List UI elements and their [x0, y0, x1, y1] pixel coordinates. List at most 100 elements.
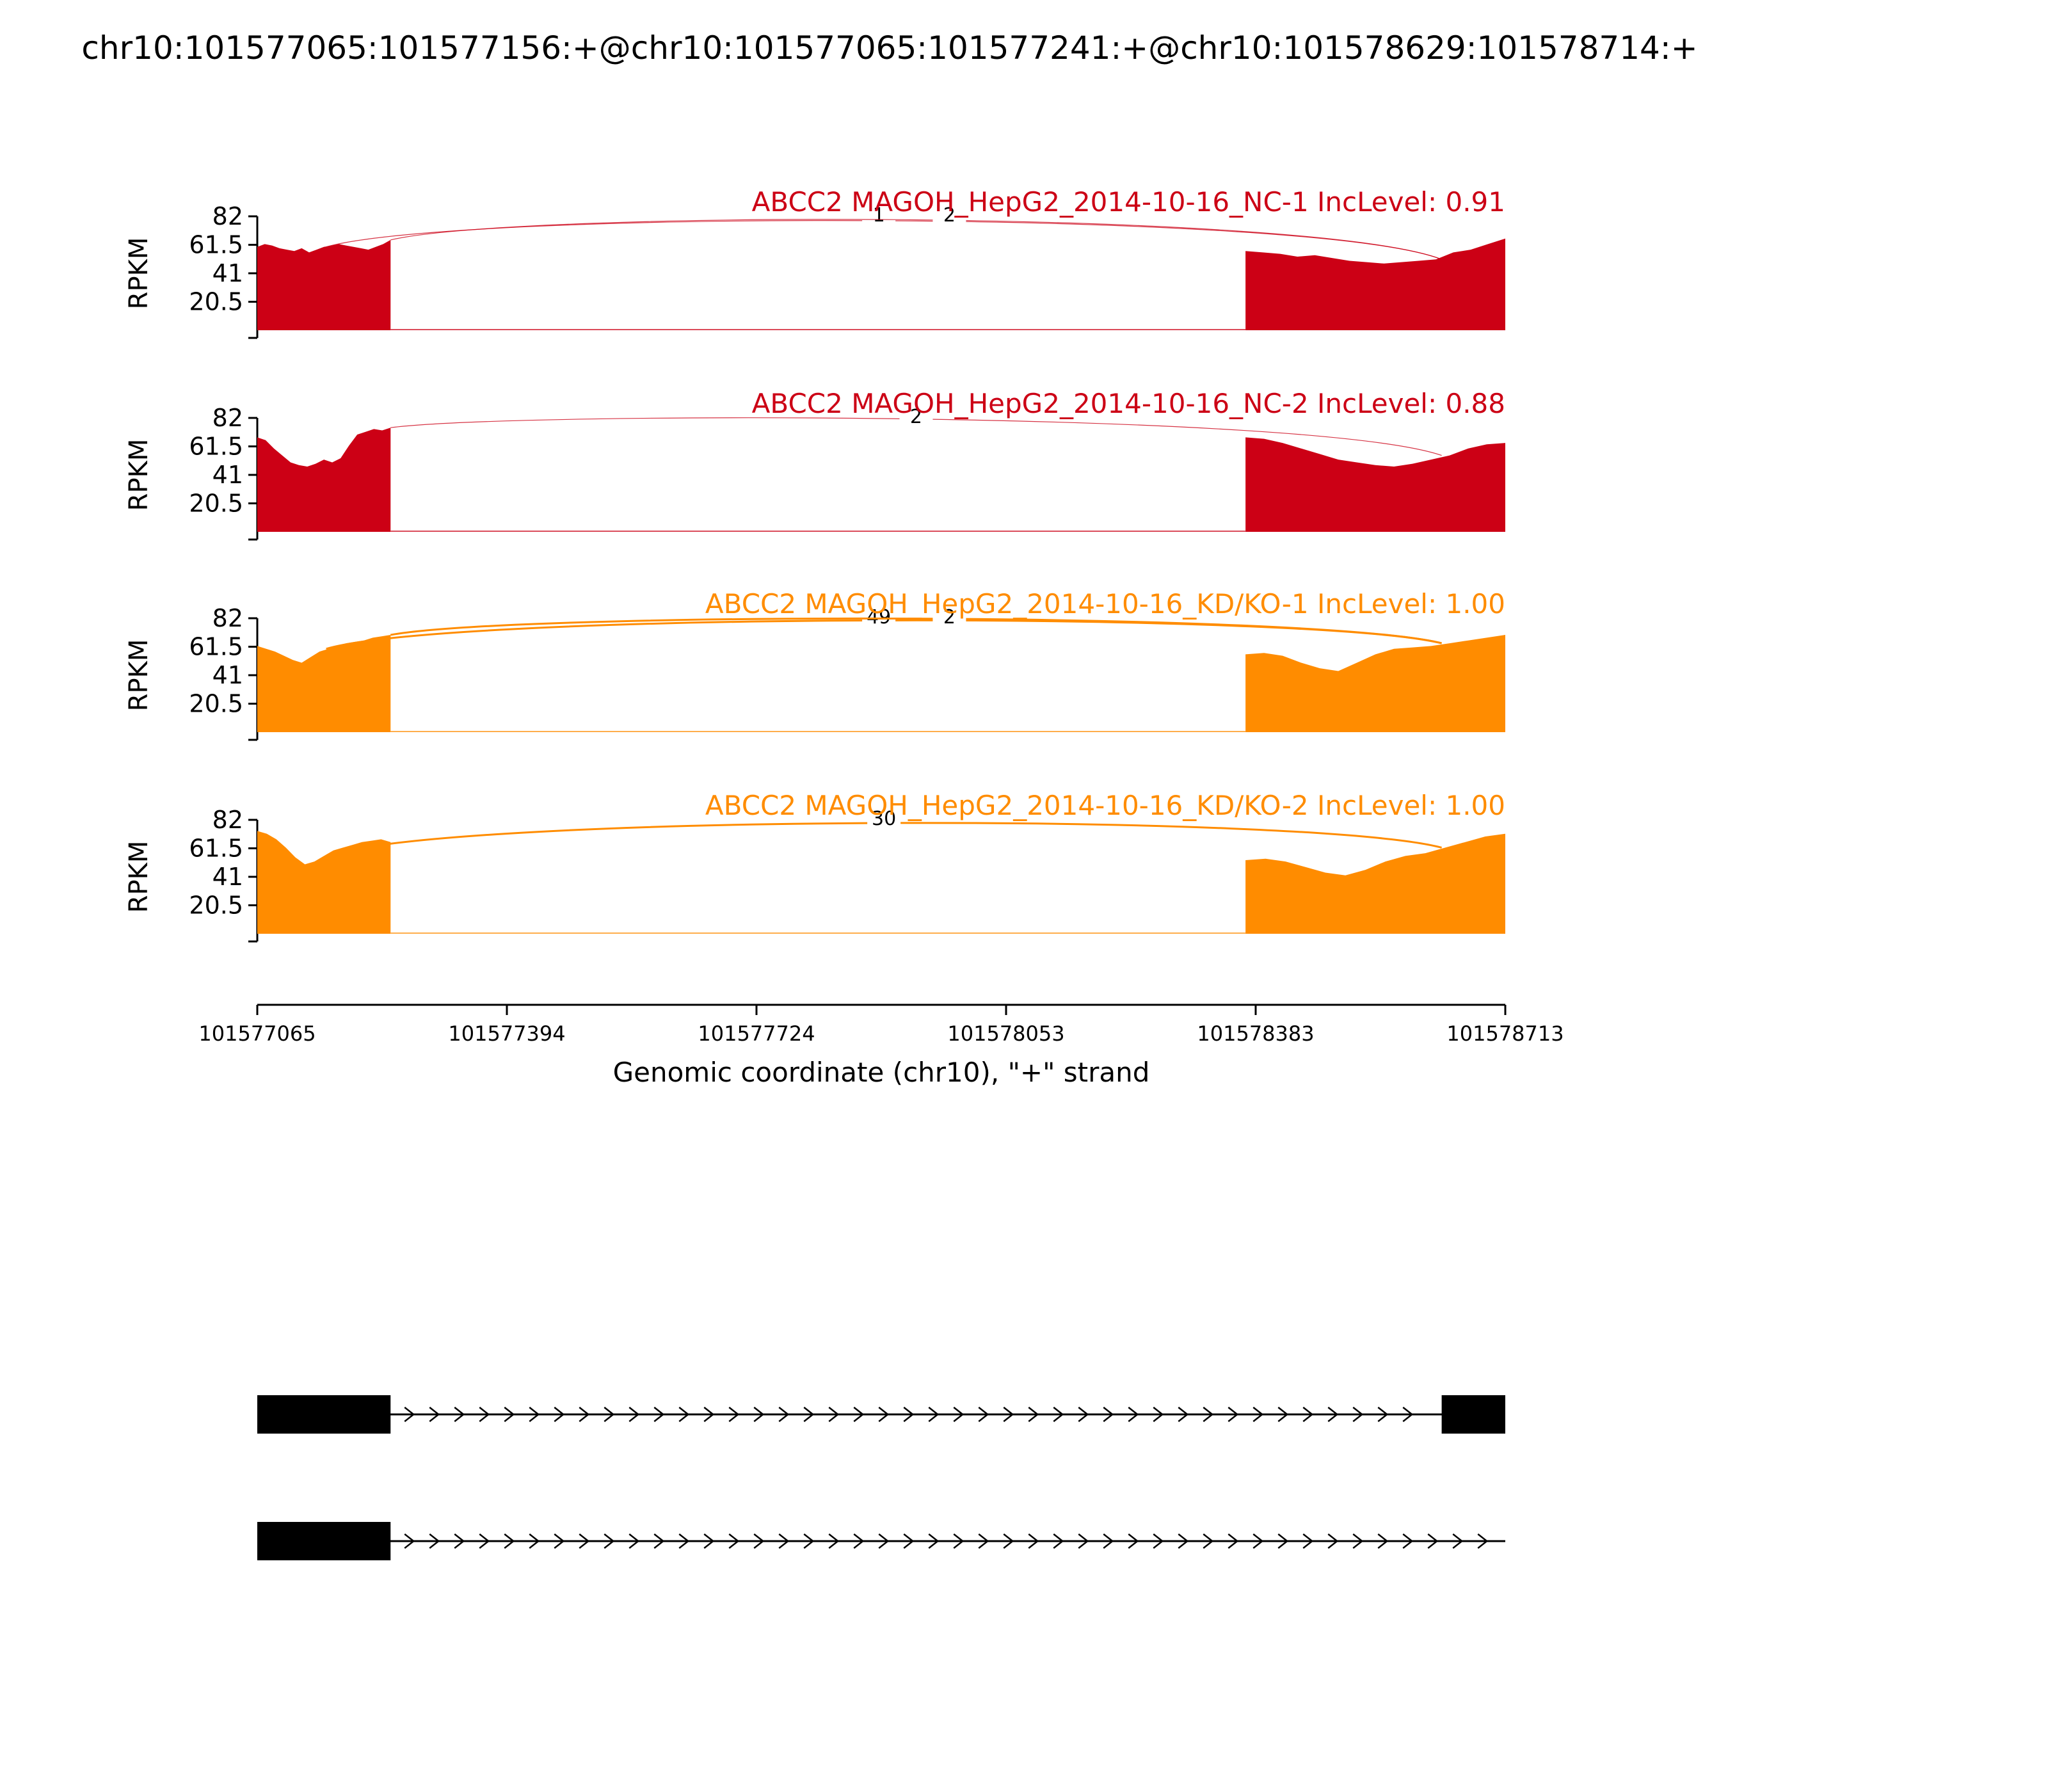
strand-chevron — [1203, 1407, 1214, 1422]
y-axis-label: RPKM — [124, 841, 154, 913]
panel-sample-label: ABCC2 MAGOH_HepG2_2014-10-16_NC-2 IncLev… — [752, 388, 1505, 419]
junction-count-bg — [932, 608, 966, 628]
y-tick-label: 41 — [212, 661, 243, 689]
y-tick-label: 61.5 — [189, 231, 243, 259]
junction-count: 2 — [910, 406, 922, 428]
y-axis-label: RPKM — [124, 439, 154, 511]
strand-chevron — [803, 1533, 815, 1549]
junction-count-bg — [862, 206, 896, 227]
strand-chevron — [753, 1533, 765, 1549]
y-tick-label: 41 — [212, 461, 243, 489]
strand-chevron — [1028, 1407, 1039, 1422]
strand-chevron — [628, 1407, 640, 1422]
strand-chevron — [1053, 1533, 1064, 1549]
strand-chevron — [828, 1533, 840, 1549]
strand-chevron — [1128, 1407, 1139, 1422]
strand-chevron — [604, 1533, 615, 1549]
strand-chevron — [1203, 1533, 1214, 1549]
strand-chevron — [579, 1533, 590, 1549]
junction-count: 2 — [943, 204, 956, 227]
y-axis-label: RPKM — [124, 639, 154, 712]
x-tick-label: 101578053 — [947, 1021, 1064, 1046]
strand-chevron — [529, 1533, 540, 1549]
exon-block — [257, 1522, 391, 1560]
strand-chevron — [928, 1407, 940, 1422]
coverage-area — [1245, 635, 1505, 732]
strand-chevron — [1427, 1533, 1439, 1549]
strand-chevron — [978, 1407, 989, 1422]
coverage-area — [1245, 437, 1505, 532]
strand-chevron — [928, 1533, 940, 1549]
strand-chevron — [1477, 1533, 1489, 1549]
coverage-area — [257, 831, 391, 934]
coverage-area — [257, 428, 391, 532]
junction-count-bg — [932, 206, 966, 227]
strand-chevron — [1103, 1533, 1114, 1549]
strand-chevron — [1103, 1407, 1114, 1422]
strand-chevron — [1053, 1407, 1064, 1422]
x-tick-label: 101577724 — [698, 1021, 815, 1046]
strand-chevron — [1352, 1407, 1364, 1422]
strand-chevron — [1178, 1533, 1189, 1549]
strand-chevron — [653, 1407, 665, 1422]
y-tick-label: 41 — [212, 259, 243, 287]
junction-arc — [390, 219, 1442, 260]
strand-chevron — [953, 1407, 964, 1422]
strand-chevron — [1352, 1533, 1364, 1549]
junction-count: 30 — [872, 808, 896, 830]
y-axis-label: RPKM — [124, 237, 154, 310]
strand-chevron — [404, 1533, 415, 1549]
strand-chevron — [454, 1407, 465, 1422]
strand-chevron — [778, 1407, 790, 1422]
strand-chevron — [479, 1407, 490, 1422]
junction-arc — [390, 617, 1442, 644]
junction-count: 2 — [943, 606, 956, 628]
strand-chevron — [1377, 1407, 1389, 1422]
strand-chevron — [1078, 1533, 1089, 1549]
y-tick-label: 20.5 — [189, 690, 243, 718]
x-tick-label: 101578713 — [1446, 1021, 1564, 1046]
coverage-area — [257, 239, 391, 330]
strand-chevron — [1327, 1407, 1339, 1422]
junction-count-bg — [867, 810, 901, 830]
strand-chevron — [1252, 1533, 1264, 1549]
transcript — [257, 1522, 1505, 1560]
strand-chevron — [1228, 1533, 1239, 1549]
strand-chevron — [1302, 1533, 1314, 1549]
figure-title: chr10:101577065:101577156:+@chr10:101577… — [81, 29, 1697, 67]
y-tick-label: 82 — [212, 404, 243, 432]
strand-chevron — [579, 1407, 590, 1422]
x-tick-label: 101578383 — [1197, 1021, 1314, 1046]
strand-chevron — [1302, 1407, 1314, 1422]
strand-chevron — [504, 1407, 515, 1422]
strand-chevron — [604, 1407, 615, 1422]
strand-chevron — [429, 1407, 440, 1422]
coverage-area — [1245, 833, 1505, 934]
strand-chevron — [1452, 1533, 1464, 1549]
strand-chevron — [1277, 1407, 1289, 1422]
panel-sample-label: ABCC2 MAGOH_HepG2_2014-10-16_KD/KO-2 Inc… — [705, 790, 1505, 821]
y-tick-label: 82 — [212, 806, 243, 834]
strand-chevron — [529, 1407, 540, 1422]
strand-chevron — [1128, 1533, 1139, 1549]
strand-chevron — [429, 1533, 440, 1549]
y-tick-label: 82 — [212, 202, 243, 230]
strand-chevron — [853, 1533, 865, 1549]
y-tick-label: 20.5 — [189, 288, 243, 316]
strand-chevron — [404, 1407, 415, 1422]
strand-chevron — [554, 1407, 565, 1422]
strand-chevron — [953, 1533, 964, 1549]
strand-chevron — [978, 1533, 989, 1549]
strand-chevron — [878, 1407, 890, 1422]
coverage-area — [257, 635, 391, 732]
strand-chevron — [1003, 1407, 1014, 1422]
strand-chevron — [1153, 1407, 1164, 1422]
transcript-models — [257, 1395, 1505, 1560]
strand-chevron — [753, 1407, 765, 1422]
strand-chevron — [1252, 1407, 1264, 1422]
y-tick-label: 61.5 — [189, 835, 243, 863]
y-tick-label: 41 — [212, 863, 243, 891]
